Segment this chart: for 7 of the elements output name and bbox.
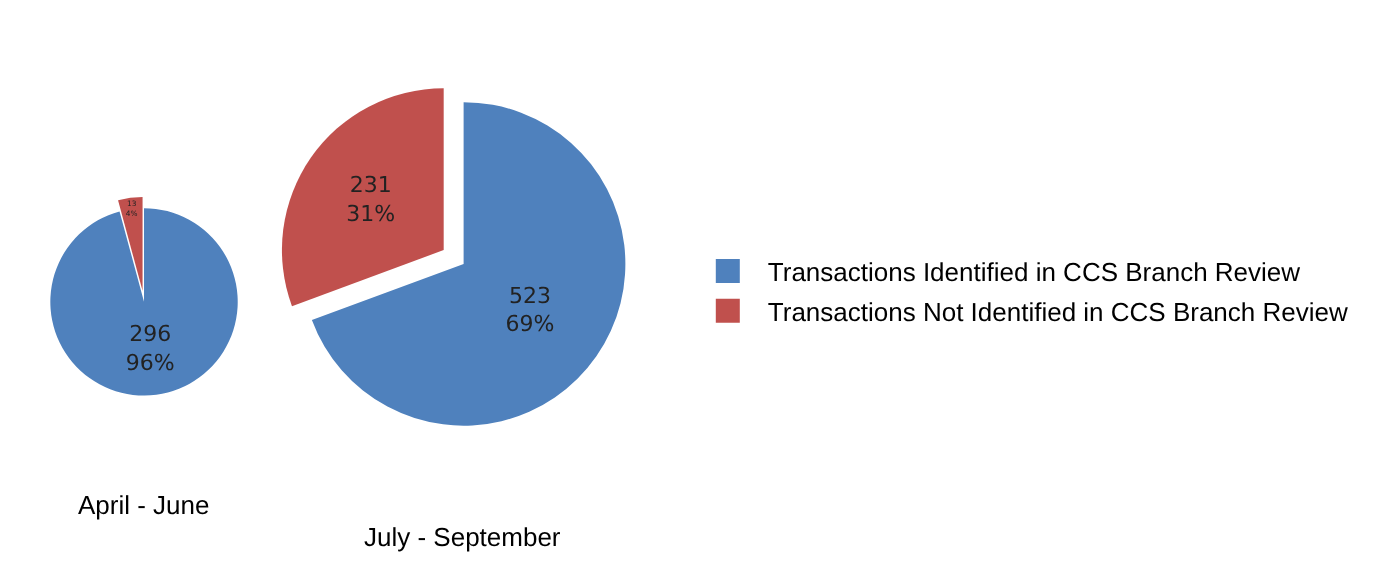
legend-label: Transactions Identified in CCS Branch Review <box>767 257 1302 288</box>
data-label: 523 69% <box>505 282 555 338</box>
legend-label: Transactions Not Identified in CCS Branch Review <box>767 296 1349 327</box>
data-label: 231 31% <box>346 171 396 227</box>
data-label: 296 96% <box>125 320 175 376</box>
text: July - September <box>364 522 562 552</box>
text: April - June <box>78 490 210 520</box>
